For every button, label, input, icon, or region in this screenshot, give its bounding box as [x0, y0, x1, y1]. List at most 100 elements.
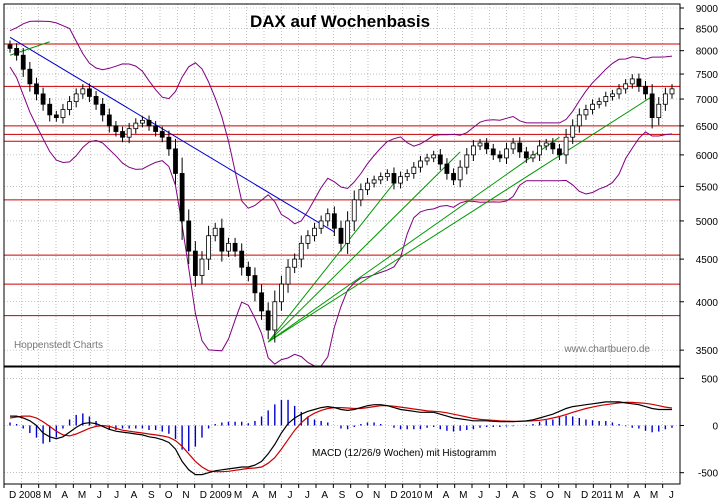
candle-body [272, 301, 278, 331]
x-tick-label: D [390, 490, 397, 501]
watermark-right: www.chartbuero.de [563, 344, 650, 355]
candle-body [186, 220, 192, 252]
x-tick-label: S [529, 490, 536, 501]
x-tick-label: 2009 [210, 490, 233, 501]
candle-body [523, 151, 529, 159]
bollinger-bands [9, 20, 673, 367]
macd-line [10, 401, 672, 476]
candle-body [530, 154, 536, 159]
candle-body [563, 136, 569, 156]
macd-y-tick-label: -500 [698, 469, 718, 480]
bollinger-upper [9, 20, 673, 225]
candle-body [318, 220, 324, 229]
candle-body [649, 93, 655, 119]
trend-lines [9, 36, 653, 343]
x-tick-label: O [165, 490, 173, 501]
candle-body [464, 154, 470, 168]
candle-body [60, 109, 66, 119]
chart-title: DAX auf Wochenbasis [250, 12, 430, 31]
candle-body [305, 235, 311, 244]
candle-body [583, 109, 589, 116]
candle-body [504, 148, 509, 159]
grid [3, 4, 680, 484]
x-tick-label: J [97, 490, 102, 501]
x-tick-label: A [321, 490, 328, 501]
candle-body [312, 227, 317, 237]
candle-body [365, 182, 370, 191]
x-tick-label: M [459, 490, 467, 501]
candle-body [517, 142, 523, 153]
candle-body [192, 250, 198, 276]
candle-body [418, 160, 423, 168]
candle-body [371, 179, 377, 184]
x-tick-label: A [443, 490, 450, 501]
candle-body [351, 199, 357, 222]
macd-y-tick-label: 500 [701, 374, 718, 385]
candle-body [662, 93, 668, 105]
x-tick-label: A [61, 490, 68, 501]
candle-body [570, 125, 576, 138]
macd-panel [9, 399, 673, 476]
y-tick-label: 8000 [696, 47, 719, 58]
candle-body [40, 93, 46, 105]
candle-body [437, 154, 443, 165]
candle-body [67, 101, 72, 110]
candle-body [47, 103, 53, 116]
candle-body [338, 227, 344, 244]
candle-body [93, 96, 99, 105]
candle-body [179, 173, 185, 222]
candle-body [331, 213, 337, 229]
candle-body [345, 220, 351, 244]
candle-body [603, 96, 609, 103]
candle-body [239, 250, 245, 268]
x-tick-label: M [615, 490, 623, 501]
candle-body [457, 166, 463, 181]
y-tick-label: 6000 [696, 151, 719, 162]
candle-body [285, 266, 291, 285]
candle-body [153, 125, 159, 132]
candle-body [391, 173, 397, 184]
candle-body [378, 176, 384, 181]
candle-body [298, 242, 304, 260]
candle-body [259, 292, 264, 312]
candle-body [292, 258, 298, 268]
candle-body [106, 114, 112, 127]
x-tick-label: J [478, 490, 483, 501]
x-tick-label: O [355, 490, 363, 501]
uptrend-line-3 [267, 151, 461, 343]
x-tick-label: A [131, 490, 138, 501]
candle-body [325, 213, 331, 222]
x-tick-label: N [373, 490, 380, 501]
y-tick-label: 7000 [696, 95, 719, 106]
candle-body [27, 68, 33, 85]
y-tick-label: 5000 [696, 217, 719, 228]
candle-body [610, 93, 615, 97]
x-tick-label: S [339, 490, 346, 501]
x-tick-label: 2008 [19, 490, 42, 501]
x-tick-label: D [200, 490, 207, 501]
downtrend-line [9, 36, 335, 233]
candle-body [596, 101, 602, 105]
candle-body [470, 145, 476, 156]
candle-body [484, 142, 490, 150]
x-tick-label: J [114, 490, 119, 501]
x-tick-label: M [424, 490, 432, 501]
price-candles [7, 40, 675, 343]
candle-body [126, 128, 132, 138]
x-tick-label: M [650, 490, 658, 501]
candle-body [34, 83, 39, 95]
candle-body [550, 142, 556, 150]
candle-body [490, 148, 496, 156]
candle-body [219, 227, 225, 252]
candle-body [669, 88, 675, 95]
candle-body [358, 189, 364, 201]
macd-label: MACD (12/26/9 Wochen) mit Histogramm [312, 448, 496, 459]
candle-body [616, 88, 622, 95]
uptrend-line-1 [267, 96, 653, 343]
x-tick-label: M [43, 490, 51, 501]
x-tick-label: A [252, 490, 259, 501]
x-tick-label: A [633, 490, 640, 501]
x-tick-label: N [182, 490, 189, 501]
candle-body [477, 142, 483, 147]
candle-body [245, 266, 251, 276]
